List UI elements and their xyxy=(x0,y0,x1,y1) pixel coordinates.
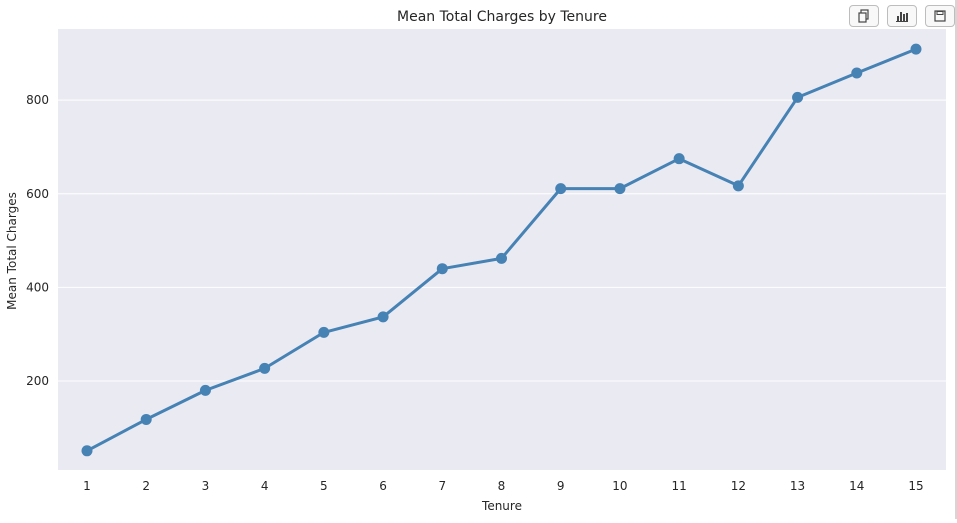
y-tick-label: 600 xyxy=(26,187,49,201)
data-points xyxy=(81,43,922,457)
chart-toolbar xyxy=(849,5,955,27)
data-point xyxy=(318,326,330,338)
chart-title: Mean Total Charges by Tenure xyxy=(397,9,607,25)
x-tick-label: 3 xyxy=(202,479,210,493)
save-icon xyxy=(934,10,946,22)
y-tick-label: 800 xyxy=(26,93,49,107)
y-tick-label: 400 xyxy=(26,280,49,294)
x-tick-label: 8 xyxy=(498,479,506,493)
data-point xyxy=(140,413,152,425)
x-tick-label: 14 xyxy=(849,479,864,493)
x-tick-label: 12 xyxy=(731,479,746,493)
data-point xyxy=(436,263,448,275)
data-point xyxy=(910,43,922,55)
data-point xyxy=(199,384,211,396)
data-point xyxy=(732,180,744,192)
data-point xyxy=(81,445,93,457)
data-point xyxy=(496,252,507,264)
data-point xyxy=(259,362,271,374)
bar-chart-icon xyxy=(896,12,908,22)
bar-chart-button[interactable] xyxy=(887,5,917,27)
data-point xyxy=(555,183,567,195)
data-point xyxy=(792,91,804,103)
plot-area xyxy=(58,29,946,470)
x-tick-label: 1 xyxy=(83,479,91,493)
x-tick-label: 10 xyxy=(612,479,627,493)
x-tick-label: 4 xyxy=(261,479,269,493)
x-tick-labels: 1 2 3 4 5 6 7 8 9 10 11 12 13 14 15 xyxy=(83,479,923,493)
x-axis-label: Tenure xyxy=(481,499,522,513)
data-point xyxy=(851,67,863,79)
x-tick-label: 6 xyxy=(379,479,387,493)
x-tick-label: 11 xyxy=(672,479,687,493)
x-tick-label: 15 xyxy=(908,479,923,493)
data-point xyxy=(377,311,389,323)
y-axis-label: Mean Total Charges xyxy=(5,192,19,310)
panel-edge xyxy=(955,0,957,519)
y-tick-labels: 200 400 600 800 xyxy=(26,93,49,388)
x-tick-label: 9 xyxy=(557,479,565,493)
x-tick-label: 13 xyxy=(790,479,805,493)
x-tick-label: 2 xyxy=(142,479,150,493)
save-button[interactable] xyxy=(925,5,955,27)
y-tick-label: 200 xyxy=(26,374,49,388)
x-tick-label: 7 xyxy=(438,479,446,493)
copy-icon xyxy=(858,9,869,23)
x-tick-label: 5 xyxy=(320,479,328,493)
copy-button[interactable] xyxy=(849,5,879,27)
data-point xyxy=(673,153,685,165)
data-point xyxy=(614,183,626,195)
